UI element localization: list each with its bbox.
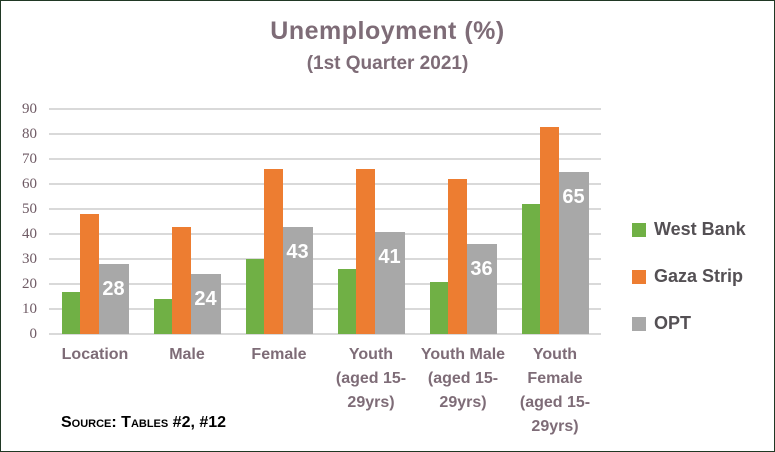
gridline [49, 283, 601, 285]
x-category-label: Youth Female (aged 15- 29yrs) [509, 343, 601, 439]
x-category-label-line: (aged 15- [335, 370, 407, 387]
bar-series-area: 28 24 43 41 36 65 [49, 109, 601, 334]
y-tick-label: 50 [22, 201, 37, 217]
x-category-label-line: Youth Male [420, 346, 506, 363]
bar-gaza-strip [539, 126, 559, 334]
bar-opt: 43 [282, 226, 313, 334]
x-category-label-line: (aged 15- [519, 394, 591, 411]
y-axis-tick-labels: 90 80 70 60 50 40 30 20 10 0 [1, 101, 43, 342]
bar-opt: 65 [558, 171, 589, 334]
bar-group: 28 [49, 109, 141, 334]
data-label: 65 [562, 185, 585, 208]
data-label: 24 [194, 288, 217, 310]
x-category-label-line: Female [251, 346, 307, 363]
x-category-label-line: 29yrs) [531, 418, 579, 435]
bar-gaza-strip [355, 169, 375, 334]
gridline [49, 133, 601, 135]
x-category-label-line: 29yrs) [439, 394, 487, 411]
data-label: 41 [378, 245, 401, 268]
legend-swatch-icon [632, 269, 646, 284]
y-tick-label: 30 [22, 251, 37, 267]
y-tick-label: 10 [22, 301, 37, 317]
legend-item: OPT [632, 313, 746, 334]
source-note: Source: Tables #2, #12 [61, 414, 227, 431]
chart-subtitle: (1st Quarter 2021) [306, 53, 469, 74]
bar-west-bank [429, 281, 448, 334]
bar-group: 43 [233, 109, 325, 334]
data-label: 28 [102, 278, 125, 300]
bar-west-bank [61, 291, 80, 334]
legend-swatch-icon [632, 222, 646, 237]
bar-group: 36 [417, 109, 509, 334]
x-category-label: Youth (aged 15- 29yrs) [325, 343, 417, 439]
gridline [49, 308, 601, 310]
chart-title: Unemployment (%) [270, 17, 505, 45]
x-category-label-line: Youth [532, 346, 578, 363]
plot-area: 28 24 43 41 36 65 [49, 108, 601, 335]
gridline [49, 258, 601, 260]
bar-gaza-strip [79, 214, 99, 334]
legend-label: Gaza Strip [654, 266, 744, 286]
bar-west-bank [337, 269, 356, 334]
x-category-label: Youth Male (aged 15- 29yrs) [417, 343, 509, 439]
legend-item: Gaza Strip [632, 266, 746, 287]
bar-group: 24 [141, 109, 233, 334]
x-category-label-line: Male [169, 346, 205, 363]
gridline [49, 233, 601, 235]
bar-gaza-strip [447, 179, 467, 334]
y-tick-label: 90 [22, 101, 37, 117]
bar-opt: 36 [466, 244, 497, 334]
legend-label: OPT [654, 313, 692, 333]
bar-opt: 41 [374, 231, 405, 334]
x-category-label-line: Female [527, 370, 583, 387]
bar-west-bank [153, 299, 172, 334]
bar-group: 41 [325, 109, 417, 334]
bar-gaza-strip [263, 169, 283, 334]
gridline [49, 158, 601, 160]
x-category-label-line: 29yrs) [347, 394, 395, 411]
x-category-label-line: (aged 15- [427, 370, 499, 387]
legend: West Bank Gaza Strip OPT [632, 219, 746, 360]
x-category-label: Male [141, 343, 233, 439]
gridline [49, 108, 601, 110]
x-category-label: Female [233, 343, 325, 439]
y-tick-label: 80 [22, 126, 37, 142]
gridline [49, 183, 601, 185]
x-category-label-line: Location [61, 346, 129, 363]
legend-item: West Bank [632, 219, 746, 240]
bar-west-bank [521, 204, 540, 334]
legend-swatch-icon [632, 316, 646, 331]
y-tick-label: 20 [22, 276, 37, 292]
data-label: 43 [286, 240, 309, 263]
y-tick-label: 40 [22, 226, 37, 242]
gridline [49, 333, 601, 335]
y-tick-label: 0 [29, 326, 38, 342]
x-axis-category-labels: Location Male Female Youth (aged 15- 29yrs) Yo… [49, 343, 601, 439]
x-category-label: Location [49, 343, 141, 439]
x-category-label-line: Youth [348, 346, 394, 363]
bar-group: 65 [509, 109, 601, 334]
bar-opt: 28 [98, 264, 129, 334]
bar-opt: 24 [190, 274, 221, 334]
gridline [49, 208, 601, 210]
legend-label: West Bank [654, 219, 746, 239]
data-label: 36 [470, 258, 493, 280]
y-tick-label: 70 [22, 151, 37, 167]
bar-gaza-strip [171, 226, 191, 334]
y-tick-label: 60 [22, 176, 37, 192]
bar-west-bank [245, 259, 264, 334]
